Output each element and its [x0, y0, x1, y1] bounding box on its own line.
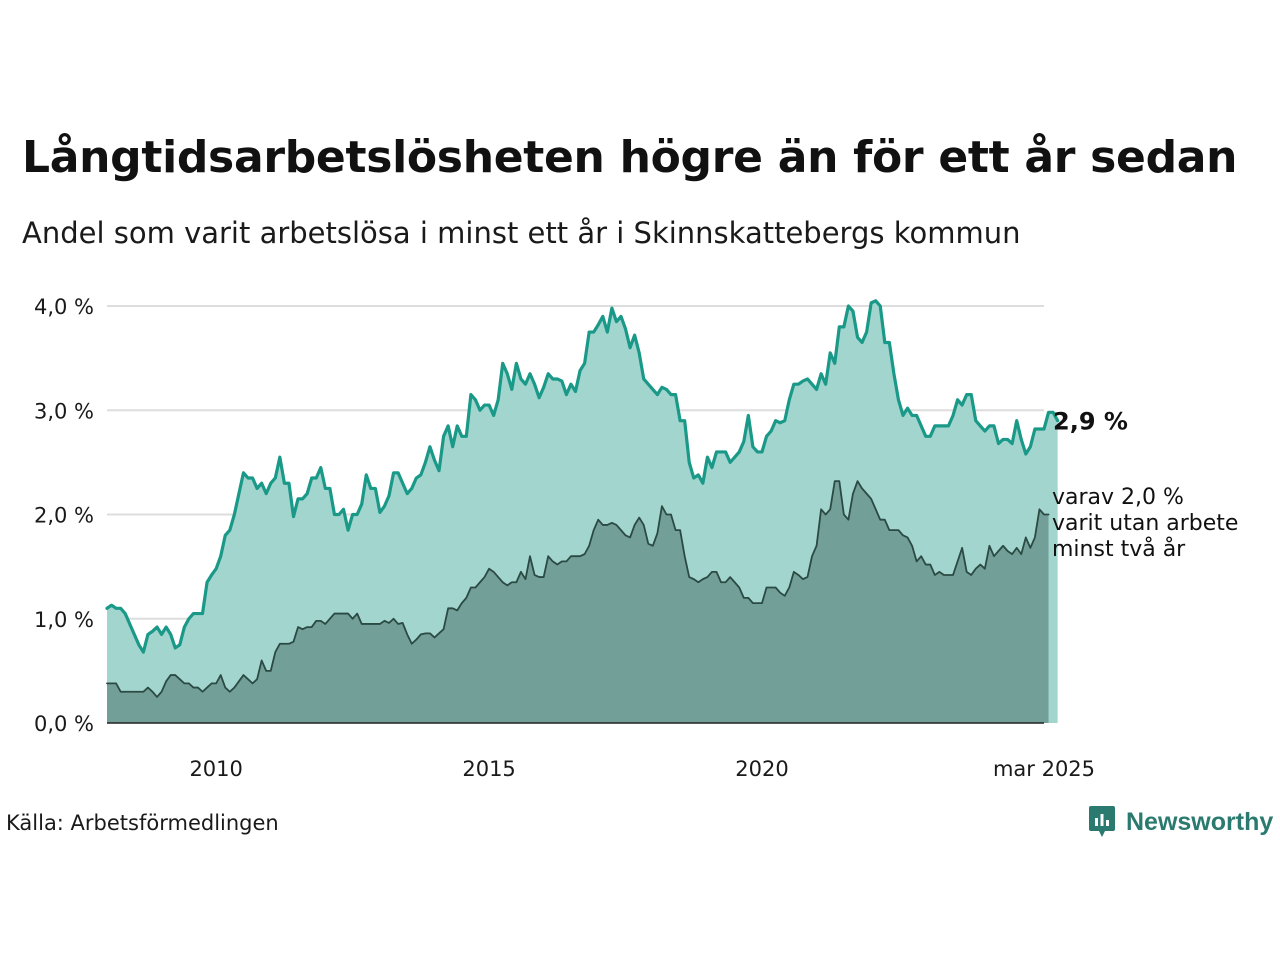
chart-subtitle: Andel som varit arbetslösa i minst ett å…: [22, 216, 1021, 250]
latest-long-label-line: varit utan arbete: [1052, 511, 1238, 536]
y-tick-label: 4,0 %: [34, 295, 94, 319]
newsworthy-logo-text: Newsworthy: [1126, 807, 1274, 836]
x-tick-label: 2010: [189, 757, 242, 781]
y-tick-label: 3,0 %: [34, 399, 94, 423]
end-labels: 2,9 % varav 2,0 % varit utan arbete minst t…: [1052, 408, 1238, 562]
latest-long-label: varav 2,0 % varit utan arbete minst två år: [1052, 485, 1238, 562]
chart-areas: [105, 299, 1060, 723]
area-chart: 0,0 % 1,0 % 2,0 % 3,0 % 4,0 % 2010 2015 2020 mar…: [34, 295, 1238, 781]
x-tick-label: mar 2025: [993, 757, 1095, 781]
latest-long-label-line: varav 2,0 %: [1052, 485, 1184, 510]
chart-axes: 0,0 % 1,0 % 2,0 % 3,0 % 4,0 % 2010 2015 2020 mar…: [34, 295, 1095, 781]
series-2-area: [107, 481, 1049, 723]
latest-long-label-line: minst två år: [1052, 536, 1186, 562]
y-tick-label: 0,0 %: [34, 712, 94, 736]
series-1-line: [105, 299, 1060, 654]
y-tick-label: 1,0 %: [34, 608, 94, 632]
newsworthy-logo: Newsworthy: [1088, 804, 1273, 840]
series-2-line: [106, 480, 1050, 698]
x-tick-label: 2015: [462, 757, 515, 781]
chart-title: Långtidsarbetslösheten högre än för ett …: [22, 132, 1238, 183]
newsworthy-logo-icon: [1089, 806, 1115, 837]
y-tick-label: 2,0 %: [34, 504, 94, 528]
source-note: Källa: Arbetsförmedlingen: [6, 811, 279, 835]
x-tick-label: 2020: [735, 757, 788, 781]
latest-total-label: 2,9 %: [1053, 408, 1128, 436]
